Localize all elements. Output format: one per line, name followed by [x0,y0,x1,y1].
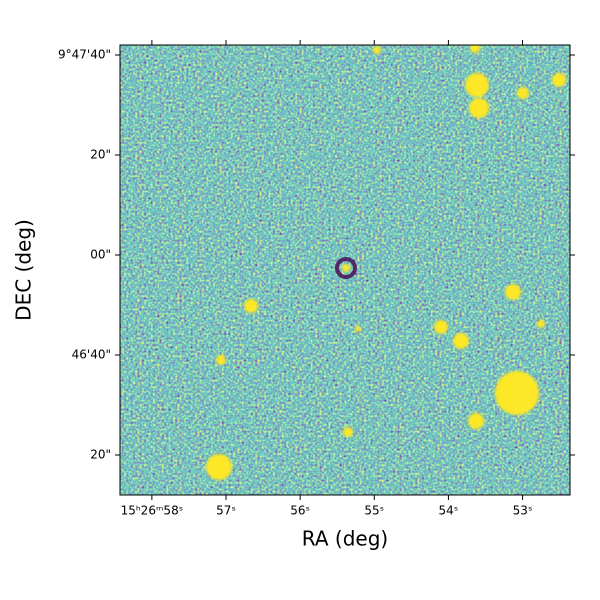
y-tick-label: 9°47'40" [58,48,111,62]
stars [206,45,566,480]
y-tick-label: 20" [90,148,111,162]
y-axis-label: DEC (deg) [12,219,36,321]
x-tick-label: 57ˢ [216,504,236,518]
x-tick-label: 55ˢ [364,504,384,518]
y-tick-label: 00" [90,248,111,262]
y-tick-label: 20" [90,448,111,462]
x-tick-label: 53ˢ [513,504,533,518]
dark-ring [335,257,357,279]
image [120,45,570,495]
x-tick-label: 15ʰ26ᵐ58ˢ [121,504,184,518]
x-tick-label: 54ˢ [439,504,459,518]
y-tick-label: 46'40" [72,348,111,362]
x-axis-label: RA (deg) [302,527,388,551]
x-tick-label: 56ˢ [290,504,310,518]
axes-frame [119,44,571,496]
